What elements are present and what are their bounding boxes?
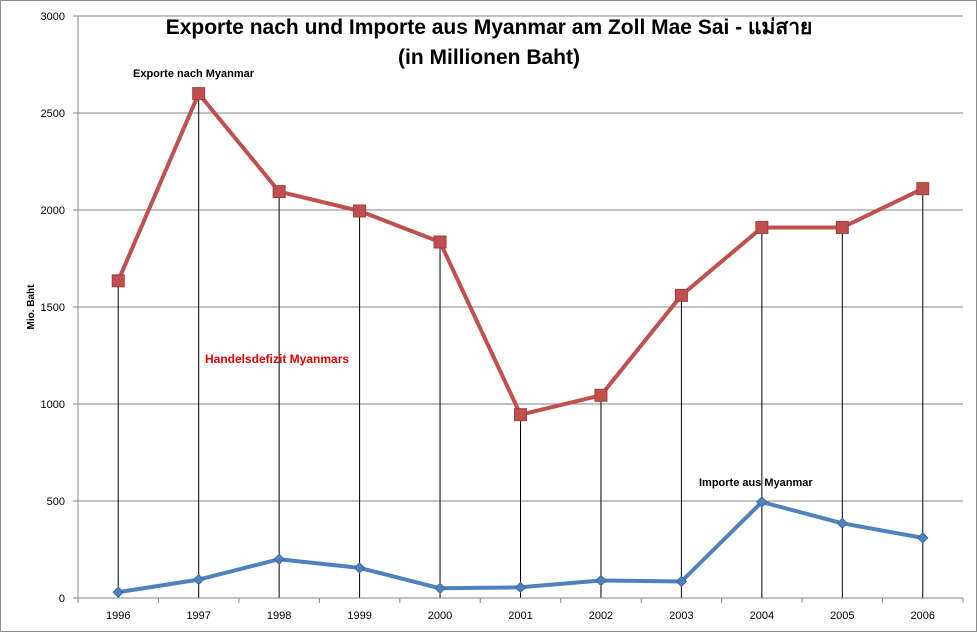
data-point (433, 235, 447, 249)
data-point (514, 581, 527, 594)
x-tick-label: 2001 (508, 610, 532, 622)
y-tick-label: 3000 (41, 11, 65, 23)
gridlines (73, 15, 964, 603)
series-line-1 (116, 91, 924, 417)
data-point (835, 220, 849, 234)
x-tick-label: 2003 (669, 610, 693, 622)
annotation-imports: Importe aus Myanmar (699, 477, 813, 489)
x-tick-label: 1999 (347, 610, 371, 622)
annotation-deficit: Handelsdefizit Myanmars (205, 352, 349, 366)
data-point (272, 185, 286, 199)
data-point (836, 517, 849, 530)
x-tick-label: 2000 (428, 610, 452, 622)
tick-labels: 0 500 1000 1500 2000 2500 3000 1996 1997 1998 1999… (41, 11, 935, 622)
data-point (675, 575, 688, 588)
data-point (192, 87, 206, 101)
drop-lines (117, 93, 924, 598)
y-tick-label: 2000 (41, 205, 65, 217)
data-point (192, 573, 205, 586)
x-tick-label: 1998 (267, 610, 291, 622)
chart-title: Exporte nach und Importe aus Myanmar am … (166, 16, 813, 39)
x-tick-label: 1997 (186, 610, 210, 622)
data-point (353, 562, 366, 574)
x-tick-label: 2004 (750, 610, 774, 622)
x-tick-label: 2002 (589, 610, 613, 622)
data-point (917, 532, 929, 544)
x-tick-label: 1996 (106, 610, 130, 622)
data-point (434, 582, 446, 595)
data-point (594, 388, 608, 402)
axes (77, 16, 963, 599)
data-point (112, 586, 124, 598)
data-point (916, 182, 930, 196)
y-tick-label: 1000 (41, 399, 65, 411)
y-axis-label: Mio. Baht (26, 284, 37, 330)
y-tick-label: 2500 (41, 108, 65, 120)
data-point (514, 408, 527, 422)
series (111, 87, 930, 598)
data-point (273, 553, 285, 565)
y-tick-label: 500 (47, 496, 65, 508)
data-point (756, 496, 768, 508)
annotation-exports: Exporte nach Myanmar (133, 68, 255, 80)
data-point (595, 574, 607, 587)
x-tick-label: 2005 (830, 610, 854, 622)
data-point (755, 220, 769, 234)
data-point (111, 274, 125, 288)
y-tick-label: 1500 (41, 302, 65, 314)
chart-subtitle: (in Millionen Baht) (398, 46, 580, 69)
x-tick-label: 2006 (911, 610, 935, 622)
data-point (674, 288, 688, 302)
y-tick-label: 0 (59, 593, 65, 605)
data-point (353, 204, 367, 218)
